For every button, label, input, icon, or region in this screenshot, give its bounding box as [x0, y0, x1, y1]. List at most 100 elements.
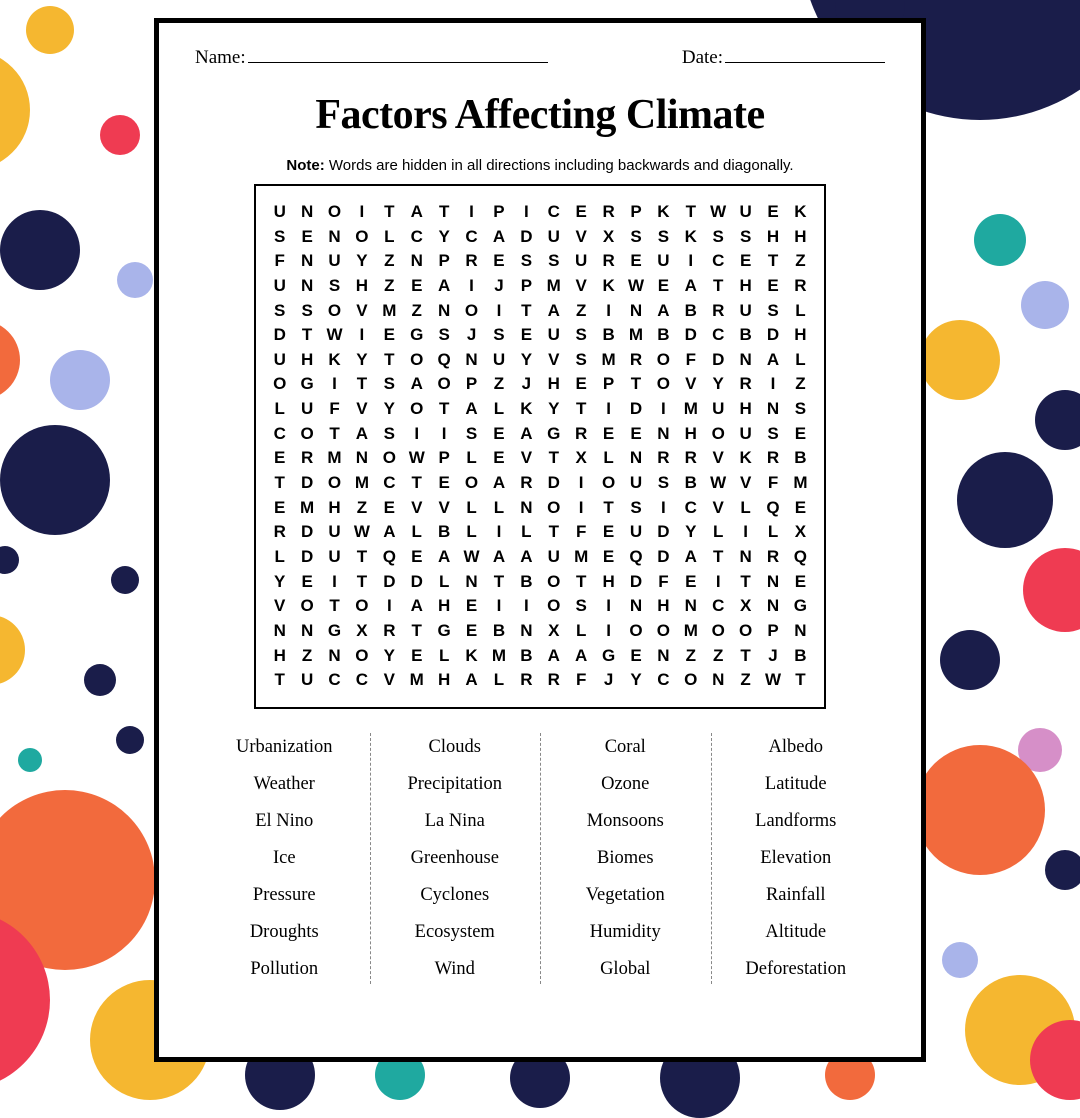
name-blank-line[interactable] — [248, 62, 548, 63]
note-bold: Note: — [286, 157, 324, 174]
grid-cell: U — [732, 299, 759, 324]
bg-circle — [117, 262, 153, 298]
grid-cell: U — [650, 249, 677, 274]
grid-cell: T — [732, 644, 759, 669]
grid-cell: R — [677, 446, 704, 471]
grid-cell: E — [622, 422, 649, 447]
date-field: Date: — [682, 47, 885, 69]
grid-cell: H — [266, 644, 293, 669]
grid-cell: X — [787, 520, 814, 545]
grid-cell: A — [430, 545, 457, 570]
grid-cell: Y — [622, 668, 649, 693]
word-column: UrbanizationWeatherEl NinoIcePressureDro… — [199, 729, 370, 988]
word-item: Pollution — [199, 951, 370, 988]
grid-cell: H — [787, 225, 814, 250]
grid-cell: O — [293, 594, 320, 619]
grid-cell: M — [376, 299, 403, 324]
grid-cell: S — [732, 225, 759, 250]
date-blank-line[interactable] — [725, 62, 885, 63]
note-text: Note: Words are hidden in all directions… — [189, 157, 891, 174]
grid-cell: S — [321, 274, 348, 299]
grid-cell: G — [293, 372, 320, 397]
grid-cell: E — [485, 422, 512, 447]
grid-cell: Y — [677, 520, 704, 545]
grid-cell: L — [430, 570, 457, 595]
grid-cell: S — [513, 249, 540, 274]
grid-cell: U — [540, 323, 567, 348]
grid-cell: V — [677, 372, 704, 397]
grid-cell: N — [266, 619, 293, 644]
grid-cell: T — [348, 570, 375, 595]
grid-cell: O — [540, 594, 567, 619]
word-item: Precipitation — [370, 766, 541, 803]
grid-cell: O — [348, 225, 375, 250]
grid-cell: D — [540, 471, 567, 496]
grid-cell: I — [567, 471, 594, 496]
grid-cell: S — [458, 422, 485, 447]
grid-cell: H — [430, 594, 457, 619]
bg-circle — [18, 748, 42, 772]
grid-cell: I — [705, 570, 732, 595]
word-item: Latitude — [711, 766, 882, 803]
grid-cell: W — [705, 471, 732, 496]
grid-cell: L — [430, 644, 457, 669]
grid-cell: C — [705, 323, 732, 348]
grid-cell: B — [732, 323, 759, 348]
grid-row: COTASIISEAGREENHOUSE — [266, 422, 814, 447]
grid-cell: T — [705, 545, 732, 570]
grid-cell: I — [458, 274, 485, 299]
grid-cell: W — [458, 545, 485, 570]
grid-cell: S — [787, 397, 814, 422]
bg-circle — [940, 630, 1000, 690]
grid-cell: R — [595, 249, 622, 274]
grid-row: UNSHZEAIJPMVKWEATHER — [266, 274, 814, 299]
grid-cell: I — [759, 372, 786, 397]
grid-cell: L — [567, 619, 594, 644]
grid-cell: R — [622, 348, 649, 373]
grid-cell: E — [485, 249, 512, 274]
grid-cell: H — [787, 323, 814, 348]
grid-cell: K — [458, 644, 485, 669]
grid-cell: R — [540, 668, 567, 693]
grid-cell: D — [293, 545, 320, 570]
bg-circle — [0, 210, 80, 290]
grid-cell: A — [458, 397, 485, 422]
grid-cell: N — [677, 594, 704, 619]
grid-cell: C — [677, 496, 704, 521]
grid-cell: N — [293, 200, 320, 225]
grid-cell: A — [485, 225, 512, 250]
grid-cell: S — [376, 422, 403, 447]
grid-cell: W — [403, 446, 430, 471]
grid-cell: U — [732, 422, 759, 447]
word-item: Elevation — [711, 840, 882, 877]
grid-cell: E — [485, 446, 512, 471]
grid-cell: H — [732, 397, 759, 422]
grid-cell: U — [540, 225, 567, 250]
grid-cell: N — [513, 619, 540, 644]
grid-cell: O — [376, 446, 403, 471]
grid-cell: D — [677, 323, 704, 348]
grid-row: RDUWALBLILTFEUDYLILX — [266, 520, 814, 545]
grid-cell: N — [348, 446, 375, 471]
grid-cell: H — [348, 274, 375, 299]
grid-cell: V — [403, 496, 430, 521]
grid-cell: N — [403, 249, 430, 274]
grid-cell: I — [485, 299, 512, 324]
word-item: Global — [540, 951, 711, 988]
grid-cell: X — [540, 619, 567, 644]
grid-cell: I — [595, 594, 622, 619]
grid-cell: B — [595, 323, 622, 348]
grid-cell: C — [403, 225, 430, 250]
grid-cell: A — [567, 644, 594, 669]
grid-cell: Y — [348, 348, 375, 373]
word-column: CloudsPrecipitationLa NinaGreenhouseCycl… — [370, 729, 541, 988]
grid-cell: T — [540, 446, 567, 471]
grid-cell: S — [485, 323, 512, 348]
bg-circle — [1021, 281, 1069, 329]
grid-cell: X — [348, 619, 375, 644]
grid-cell: H — [759, 225, 786, 250]
grid-cell: E — [677, 570, 704, 595]
word-column: CoralOzoneMonsoonsBiomesVegetationHumidi… — [540, 729, 711, 988]
grid-cell: I — [376, 594, 403, 619]
grid-cell: N — [513, 496, 540, 521]
